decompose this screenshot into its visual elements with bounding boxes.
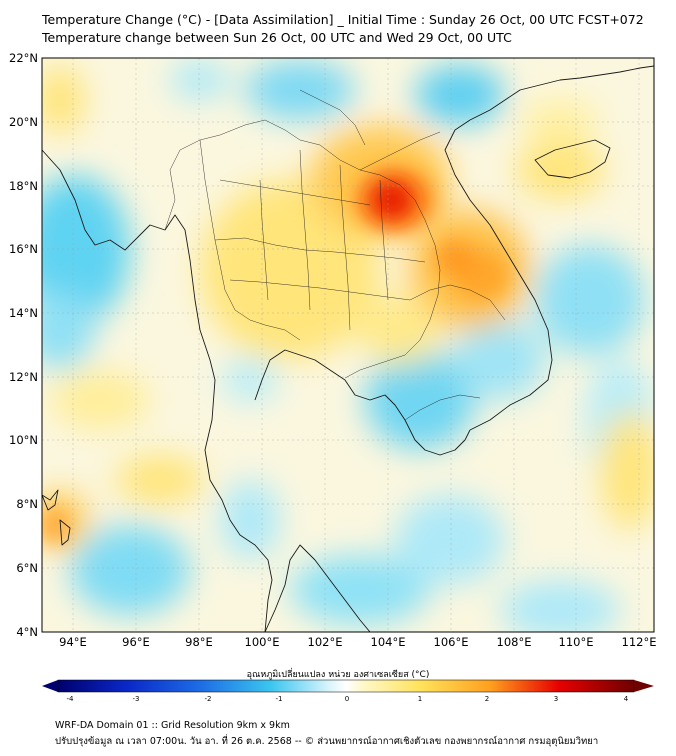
map-title: Temperature Change (°C) - [Data Assimila…	[42, 12, 644, 27]
lat-label: 22°N	[9, 51, 38, 65]
lon-label: 102°E	[308, 635, 343, 649]
lat-label: 6°N	[16, 561, 38, 575]
colorbar-gradient	[57, 679, 635, 693]
colorbar-tick: -4	[67, 695, 75, 703]
colorbar-tick: 1	[418, 695, 422, 703]
colorbar-tick: -2	[205, 695, 212, 703]
lon-axis: 94°E 96°E 98°E 100°E 102°E 104°E 106°E 1…	[59, 635, 656, 649]
lat-label: 10°N	[9, 433, 38, 447]
colorbar-tick: 0	[345, 695, 349, 703]
coastlines	[42, 65, 654, 632]
lat-label: 14°N	[9, 306, 38, 320]
colorbar-title: อุณหภูมิเปลี่ยนแปลง หน่วย องศาเซลเซียส (…	[246, 670, 430, 680]
colorbar-tick: 4	[624, 695, 629, 703]
colorbar-tick: -3	[133, 695, 140, 703]
lat-label: 12°N	[9, 370, 38, 384]
lon-label: 96°E	[122, 635, 150, 649]
colorbar-tick: -1	[276, 695, 283, 703]
lat-label: 20°N	[9, 115, 38, 129]
lon-label: 110°E	[559, 635, 594, 649]
footer-line2: ปรับปรุงข้อมูล ณ เวลา 07:00น. วัน อา. ที…	[55, 736, 599, 747]
lon-label: 106°E	[434, 635, 469, 649]
colorbar-tick: 3	[554, 695, 558, 703]
admin-borders	[164, 89, 506, 421]
colorbar-max-arrow	[634, 680, 654, 692]
colorbar: -4 -3 -2 -1 0 1 2 3 4	[42, 679, 654, 703]
lon-label: 104°E	[371, 635, 406, 649]
footer-line1: WRF-DA Domain 01 :: Grid Resolution 9km …	[55, 720, 290, 731]
lat-label: 4°N	[16, 625, 38, 639]
lon-label: 94°E	[59, 635, 87, 649]
lat-label: 8°N	[16, 497, 38, 511]
lon-label: 98°E	[185, 635, 213, 649]
lat-label: 18°N	[9, 179, 38, 193]
graticule	[42, 58, 654, 632]
lon-label: 112°E	[622, 635, 657, 649]
lat-label: 16°N	[9, 242, 38, 256]
map-frame	[41, 57, 655, 633]
temperature-field	[42, 58, 654, 632]
lon-label: 108°E	[497, 635, 532, 649]
lat-axis: 22°N 20°N 18°N 16°N 14°N 12°N 10°N 8°N 6…	[9, 51, 38, 639]
map-subtitle: Temperature change between Sun 26 Oct, 0…	[42, 30, 512, 45]
colorbar-min-arrow	[42, 680, 58, 692]
colorbar-tick: 2	[485, 695, 489, 703]
lon-label: 100°E	[245, 635, 280, 649]
